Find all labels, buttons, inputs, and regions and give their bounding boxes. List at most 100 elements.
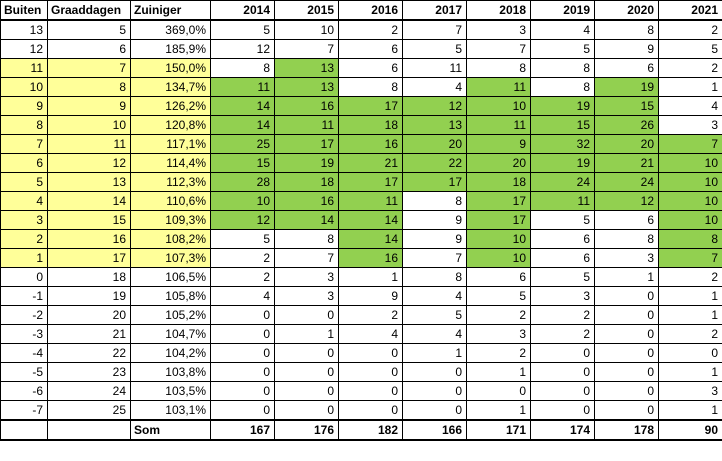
- cell-graaddagen[interactable]: 20: [47, 305, 131, 325]
- cell-graaddagen[interactable]: 16: [47, 229, 131, 249]
- cell-year-value[interactable]: 2: [530, 305, 595, 325]
- cell-year-value[interactable]: 0: [338, 400, 403, 421]
- cell-graaddagen[interactable]: 11: [47, 134, 131, 154]
- cell-year-value[interactable]: 17: [274, 134, 339, 154]
- column-header-year[interactable]: 2017: [402, 0, 467, 21]
- cell-year-value[interactable]: 0: [466, 381, 531, 401]
- cell-zuiniger[interactable]: 120,8%: [130, 115, 211, 135]
- cell-year-value[interactable]: 0: [210, 400, 275, 421]
- cell-year-value[interactable]: 14: [338, 229, 403, 249]
- cell-year-value[interactable]: 4: [338, 324, 403, 344]
- cell-year-value[interactable]: 5: [658, 39, 722, 59]
- cell-graaddagen[interactable]: 10: [47, 115, 131, 135]
- cell-year-value[interactable]: 0: [210, 324, 275, 344]
- cell-buiten[interactable]: 9: [0, 96, 48, 116]
- cell-year-value[interactable]: 8: [594, 19, 659, 40]
- cell-year-value[interactable]: 15: [530, 115, 595, 135]
- cell-year-value[interactable]: 18: [274, 172, 339, 192]
- cell-buiten[interactable]: -2: [0, 305, 48, 325]
- cell-graaddagen[interactable]: 12: [47, 153, 131, 173]
- cell-year-value[interactable]: 1: [466, 362, 531, 382]
- cell-buiten[interactable]: 13: [0, 19, 48, 40]
- cell-year-value[interactable]: 16: [338, 248, 403, 268]
- sum-value[interactable]: 178: [594, 419, 659, 441]
- cell-buiten[interactable]: -4: [0, 343, 48, 363]
- cell-year-value[interactable]: 0: [594, 305, 659, 325]
- cell-year-value[interactable]: 8: [466, 58, 531, 78]
- cell-year-value[interactable]: 7: [658, 248, 722, 268]
- cell-year-value[interactable]: 8: [530, 77, 595, 97]
- sum-value[interactable]: 90: [658, 419, 722, 441]
- column-header-buiten[interactable]: Buiten: [0, 0, 48, 21]
- cell-year-value[interactable]: 10: [466, 229, 531, 249]
- cell-year-value[interactable]: 15: [594, 96, 659, 116]
- cell-year-value[interactable]: 6: [338, 58, 403, 78]
- column-header-year[interactable]: 2021: [658, 0, 722, 21]
- cell-buiten[interactable]: 8: [0, 115, 48, 135]
- cell-year-value[interactable]: 7: [274, 248, 339, 268]
- column-header-graaddagen[interactable]: Graaddagen: [47, 0, 131, 21]
- cell-zuiniger[interactable]: 105,2%: [130, 305, 211, 325]
- column-header-year[interactable]: 2020: [594, 0, 659, 21]
- cell-year-value[interactable]: 3: [466, 324, 531, 344]
- cell-year-value[interactable]: 17: [402, 172, 467, 192]
- empty-cell[interactable]: [0, 419, 48, 441]
- cell-year-value[interactable]: 11: [466, 77, 531, 97]
- cell-year-value[interactable]: 14: [274, 210, 339, 230]
- cell-buiten[interactable]: 12: [0, 39, 48, 59]
- column-header-year[interactable]: 2018: [466, 0, 531, 21]
- cell-zuiniger[interactable]: 103,8%: [130, 362, 211, 382]
- cell-year-value[interactable]: 20: [466, 153, 531, 173]
- cell-year-value[interactable]: 0: [594, 400, 659, 421]
- column-header-year[interactable]: 2014: [210, 0, 275, 21]
- cell-year-value[interactable]: 2: [658, 324, 722, 344]
- cell-year-value[interactable]: 20: [594, 134, 659, 154]
- cell-year-value[interactable]: 0: [338, 362, 403, 382]
- cell-zuiniger[interactable]: 107,3%: [130, 248, 211, 268]
- cell-year-value[interactable]: 2: [658, 19, 722, 40]
- cell-buiten[interactable]: 11: [0, 58, 48, 78]
- cell-zuiniger[interactable]: 126,2%: [130, 96, 211, 116]
- cell-year-value[interactable]: 11: [274, 115, 339, 135]
- cell-graaddagen[interactable]: 18: [47, 267, 131, 287]
- cell-year-value[interactable]: 1: [658, 77, 722, 97]
- cell-zuiniger[interactable]: 108,2%: [130, 229, 211, 249]
- cell-year-value[interactable]: 12: [210, 39, 275, 59]
- cell-year-value[interactable]: 14: [210, 96, 275, 116]
- cell-year-value[interactable]: 0: [210, 305, 275, 325]
- cell-year-value[interactable]: 4: [210, 286, 275, 306]
- cell-year-value[interactable]: 18: [338, 115, 403, 135]
- cell-zuiniger[interactable]: 117,1%: [130, 134, 211, 154]
- cell-year-value[interactable]: 2: [530, 324, 595, 344]
- cell-graaddagen[interactable]: 13: [47, 172, 131, 192]
- cell-buiten[interactable]: 2: [0, 229, 48, 249]
- cell-graaddagen[interactable]: 24: [47, 381, 131, 401]
- cell-year-value[interactable]: 0: [338, 343, 403, 363]
- cell-year-value[interactable]: 18: [466, 172, 531, 192]
- cell-year-value[interactable]: 0: [530, 343, 595, 363]
- cell-year-value[interactable]: 20: [402, 134, 467, 154]
- cell-graaddagen[interactable]: 25: [47, 400, 131, 421]
- cell-zuiniger[interactable]: 114,4%: [130, 153, 211, 173]
- cell-year-value[interactable]: 17: [466, 191, 531, 211]
- cell-year-value[interactable]: 6: [530, 229, 595, 249]
- cell-year-value[interactable]: 5: [402, 305, 467, 325]
- cell-year-value[interactable]: 12: [594, 191, 659, 211]
- sum-value[interactable]: 182: [338, 419, 403, 441]
- cell-year-value[interactable]: 14: [338, 210, 403, 230]
- column-header-year[interactable]: 2019: [530, 0, 595, 21]
- cell-year-value[interactable]: 0: [210, 343, 275, 363]
- cell-year-value[interactable]: 21: [594, 153, 659, 173]
- cell-year-value[interactable]: 0: [210, 362, 275, 382]
- cell-year-value[interactable]: 12: [402, 96, 467, 116]
- cell-year-value[interactable]: 8: [658, 229, 722, 249]
- cell-year-value[interactable]: 0: [402, 362, 467, 382]
- column-header-year[interactable]: 2015: [274, 0, 339, 21]
- cell-year-value[interactable]: 7: [402, 248, 467, 268]
- cell-buiten[interactable]: 4: [0, 191, 48, 211]
- cell-zuiniger[interactable]: 112,3%: [130, 172, 211, 192]
- cell-year-value[interactable]: 16: [274, 191, 339, 211]
- cell-year-value[interactable]: 9: [402, 229, 467, 249]
- cell-year-value[interactable]: 6: [466, 267, 531, 287]
- cell-buiten[interactable]: -7: [0, 400, 48, 421]
